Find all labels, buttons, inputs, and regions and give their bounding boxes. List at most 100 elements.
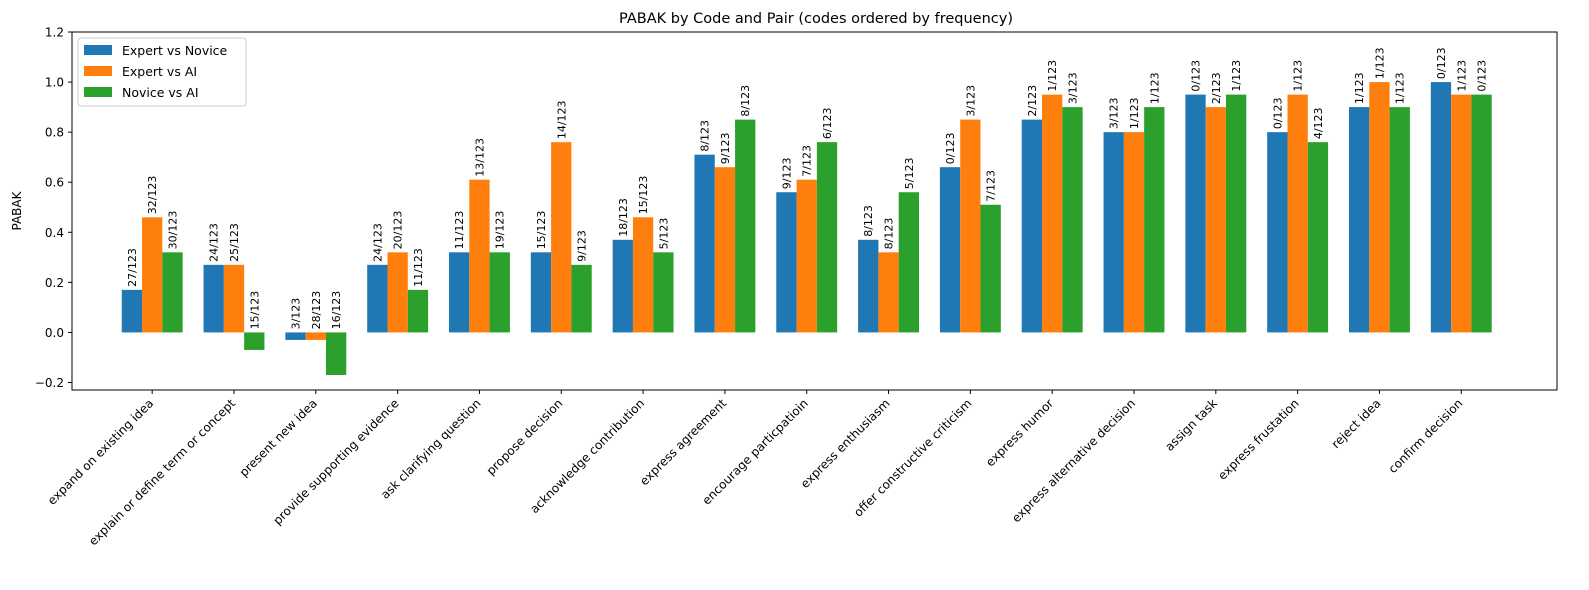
bar-data-label: 8/123 <box>883 218 896 250</box>
bar <box>939 167 961 333</box>
bar <box>1287 94 1308 333</box>
bar-data-label: 32/123 <box>146 176 159 215</box>
bar <box>367 264 388 333</box>
x-tick-label: express humor <box>983 396 1056 469</box>
plot-frame <box>71 31 1558 391</box>
bar-data-label: 1/123 <box>1292 60 1305 92</box>
bar-data-label: 0/123 <box>944 132 957 164</box>
legend-label: Expert vs Novice <box>122 43 228 58</box>
bar-data-label: 1/123 <box>1128 97 1141 129</box>
bar-data-label: 2/123 <box>1026 85 1039 117</box>
bar-data-label: 18/123 <box>617 198 630 237</box>
bar-data-label: 8/123 <box>699 120 712 152</box>
bar <box>632 217 654 333</box>
bar-data-label: 5/123 <box>903 158 916 190</box>
plot-area: 27/123 24/123 3/123 24/123 11/123 15/123 18/12… <box>35 26 1558 548</box>
y-tick-label: 0.8 <box>45 126 64 140</box>
y-tick-label: −0.2 <box>35 376 64 390</box>
bar <box>162 252 183 333</box>
bar-data-label: 13/123 <box>473 138 486 177</box>
legend-label: Expert vs AI <box>122 64 197 79</box>
bar-data-label: 1/123 <box>1148 72 1161 104</box>
bar-data-label: 2/123 <box>1210 72 1223 104</box>
bar <box>1205 107 1226 333</box>
x-tick-label: propose decision <box>484 396 566 478</box>
bar <box>387 252 408 333</box>
legend: Expert vs Novice Expert vs AI Novice vs AI <box>77 37 247 107</box>
bar-data-label: 0/123 <box>1476 60 1489 92</box>
chart-title: PABAK by Code and Pair (codes ordered by… <box>619 11 1013 27</box>
bar <box>121 289 143 333</box>
bar-data-label: 15/123 <box>248 291 261 330</box>
bar-data-label: 7/123 <box>801 145 814 177</box>
bar <box>1225 94 1247 333</box>
bar-data-label: 1/123 <box>1394 72 1407 104</box>
bar <box>1103 132 1124 333</box>
bar <box>1123 132 1145 333</box>
bar <box>285 332 306 340</box>
bar <box>203 264 224 333</box>
bar <box>694 154 715 333</box>
legend-swatch <box>84 66 112 76</box>
bar-data-label: 4/123 <box>1312 107 1325 139</box>
bar <box>776 192 797 333</box>
bar <box>142 217 163 333</box>
bar <box>714 167 736 333</box>
x-tick-label: confirm decision <box>1386 396 1466 476</box>
bar-data-label: 9/123 <box>780 158 793 190</box>
bar <box>1267 132 1288 333</box>
bar <box>1062 107 1083 333</box>
bar-data-label: 14/123 <box>555 100 568 139</box>
bar <box>1430 82 1452 333</box>
x-tick-label: express frustation <box>1215 396 1301 482</box>
bar-data-label: 7/123 <box>985 170 998 202</box>
bar <box>407 289 429 333</box>
bar-data-label: 27/123 <box>126 248 139 287</box>
y-axis-label: PABAK <box>10 190 24 230</box>
y-tick-label: 1.0 <box>45 76 64 90</box>
y-tick-label: 0.2 <box>45 276 64 290</box>
bar-data-label: 11/123 <box>412 248 425 287</box>
bar <box>612 239 633 333</box>
legend-swatch <box>84 87 112 97</box>
bar-data-label: 16/123 <box>330 291 343 330</box>
bar-data-label: 0/123 <box>1271 97 1284 129</box>
legend-frame <box>77 37 247 107</box>
bar <box>898 192 919 333</box>
bar-data-label: 28/123 <box>310 291 323 330</box>
bar-data-label: 20/123 <box>392 211 405 250</box>
bar <box>796 179 817 333</box>
x-tick-label: express agreement <box>637 396 729 488</box>
bar-data-label: 15/123 <box>637 176 650 215</box>
bar-data-label: 11/123 <box>453 211 466 250</box>
y-tick-label: 0.0 <box>45 326 64 340</box>
bar <box>1144 107 1165 333</box>
bar-data-label: 25/123 <box>228 223 241 262</box>
bar <box>244 332 265 350</box>
x-tick-label: assign task <box>1162 396 1220 454</box>
x-tick-label: express enthusiasm <box>798 396 893 491</box>
bar <box>1307 142 1329 333</box>
bar-data-label: 3/123 <box>1066 72 1079 104</box>
bar <box>305 332 326 340</box>
x-tick-label: reject idea <box>1329 396 1384 451</box>
bar-data-label: 30/123 <box>166 211 179 250</box>
x-tick-label: present new idea <box>237 396 320 479</box>
bar <box>960 119 981 333</box>
bar-data-label: 1/123 <box>1373 47 1386 79</box>
bar <box>980 204 1001 333</box>
bar <box>223 264 245 333</box>
bar <box>1369 82 1390 333</box>
y-tick-label: 1.2 <box>45 26 64 40</box>
bar-data-label: 3/123 <box>964 85 977 117</box>
bar <box>1185 94 1206 333</box>
bar <box>530 252 552 333</box>
bar-data-label: 1/123 <box>1230 60 1243 92</box>
bar <box>449 252 470 333</box>
bar-data-label: 8/123 <box>862 205 875 237</box>
bar-data-label: 3/123 <box>1108 97 1121 129</box>
bar <box>1042 94 1063 333</box>
bar <box>735 119 756 333</box>
bar <box>571 264 592 333</box>
